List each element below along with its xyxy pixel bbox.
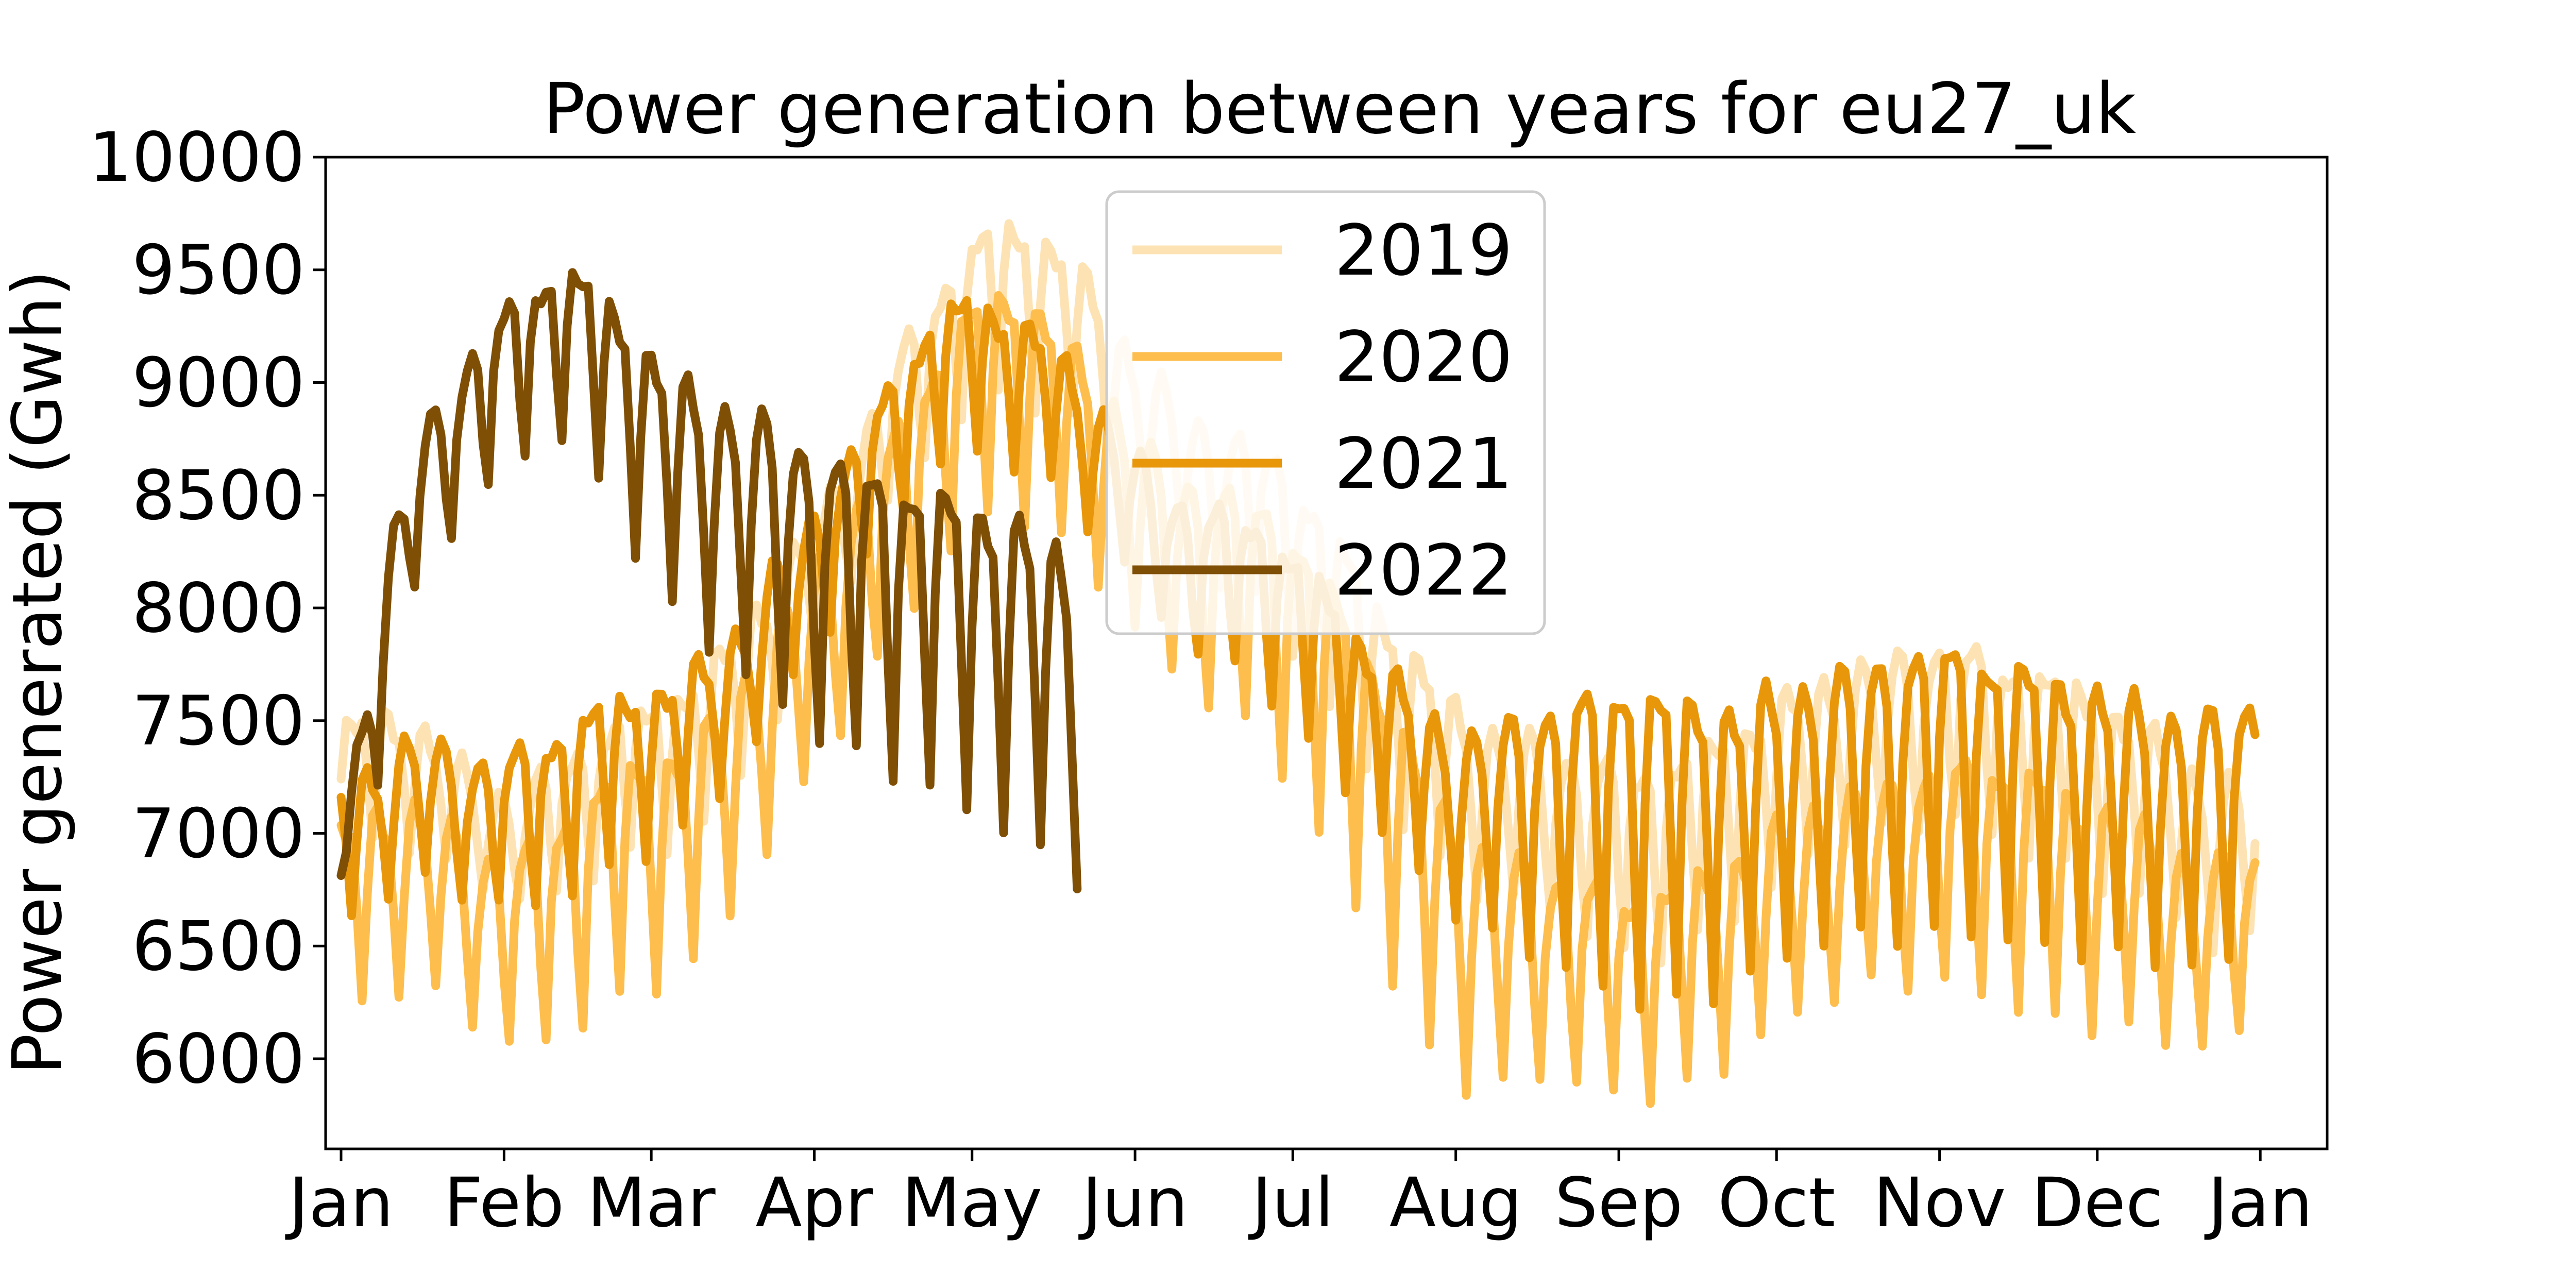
series-line-2022 (336, 268, 1082, 893)
legend-box (1105, 190, 1546, 635)
legend-label-2021: 2021 (1334, 423, 1513, 505)
legend-label-2020: 2020 (1334, 317, 1513, 398)
x-tick-label: Apr (755, 1163, 873, 1243)
x-tick-label: Feb (444, 1163, 565, 1243)
y-tick-label: 10000 (89, 118, 305, 197)
y-tick-label: 9500 (132, 231, 305, 310)
x-tick-label: Jan (285, 1163, 393, 1243)
y-tick-label: 8500 (132, 456, 305, 535)
x-tick-label: Jan (2204, 1163, 2312, 1243)
x-tick-label: Aug (1389, 1163, 1522, 1243)
plot-area-frame (324, 156, 2329, 1150)
legend-label-2019: 2019 (1334, 210, 1513, 292)
x-tick-label: Nov (1873, 1163, 2006, 1243)
x-tick-label: Sep (1555, 1163, 1683, 1243)
x-axis-ticks: Jan Feb Mar Apr May Jun Jul Aug Sep Oct Nov Dec Jan (285, 1149, 2313, 1243)
chart-title: Power generation between years for eu27_… (543, 69, 2136, 150)
x-tick-label: May (902, 1163, 1042, 1243)
x-tick-label: Dec (2031, 1163, 2163, 1243)
legend-label-2022: 2022 (1334, 530, 1513, 612)
legend: 2019 2020 2021 2022 (1105, 190, 1546, 635)
y-axis-label: Power generated (Gwh) (0, 270, 77, 1075)
x-tick-label: Oct (1718, 1163, 1835, 1243)
y-tick-label: 8000 (132, 569, 305, 648)
y-tick-label: 9000 (132, 344, 305, 423)
y-tick-label: 6000 (132, 1020, 305, 1099)
y-tick-label: 7000 (132, 794, 305, 874)
y-axis-ticks: 6000 6500 7000 7500 8000 8500 9000 9500 10000 (89, 118, 326, 1099)
x-tick-label: Jun (1078, 1163, 1188, 1243)
y-tick-label: 6500 (132, 907, 305, 986)
x-tick-label: Jul (1248, 1163, 1334, 1243)
x-tick-label: Mar (587, 1163, 716, 1243)
y-tick-label: 7500 (132, 682, 305, 761)
